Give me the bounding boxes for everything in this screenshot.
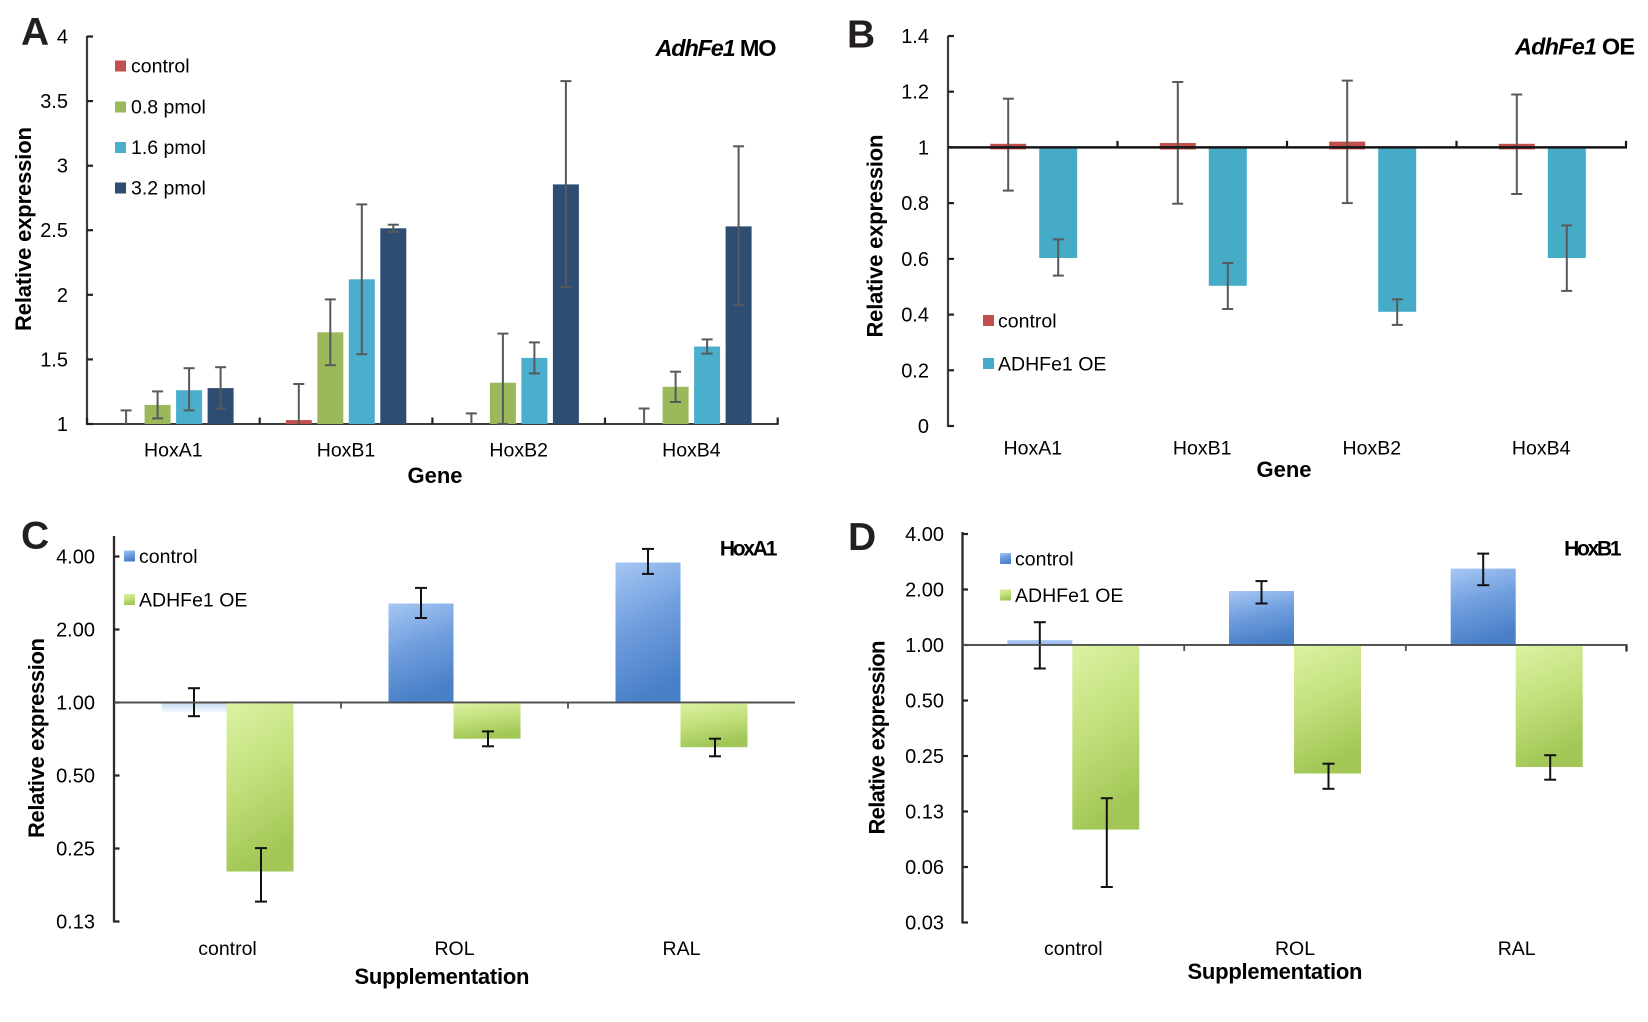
svg-text:ADHFe1 OE: ADHFe1 OE <box>998 354 1106 376</box>
svg-text:control: control <box>998 311 1057 333</box>
svg-text:3.5: 3.5 <box>40 91 68 113</box>
svg-text:HoxB1: HoxB1 <box>1173 438 1232 460</box>
svg-text:0.8 pmol: 0.8 pmol <box>131 97 206 119</box>
svg-text:0.25: 0.25 <box>905 746 944 768</box>
svg-text:control: control <box>131 56 190 78</box>
svg-text:0.25: 0.25 <box>56 839 95 861</box>
svg-text:ROL: ROL <box>434 938 474 960</box>
svg-text:Supplementation: Supplementation <box>1188 959 1363 984</box>
svg-text:control: control <box>1044 938 1103 960</box>
svg-text:HoxB4: HoxB4 <box>1512 438 1571 460</box>
svg-text:3.2 pmol: 3.2 pmol <box>131 178 206 200</box>
svg-text:1: 1 <box>918 137 929 159</box>
svg-text:3: 3 <box>57 156 68 178</box>
svg-text:0.13: 0.13 <box>905 802 944 824</box>
svg-text:A: A <box>21 11 49 54</box>
svg-text:1: 1 <box>57 414 68 436</box>
svg-text:Gene: Gene <box>1256 457 1311 482</box>
svg-text:0.6: 0.6 <box>901 249 929 271</box>
svg-text:HoxB2: HoxB2 <box>489 440 548 462</box>
svg-text:control: control <box>139 546 198 568</box>
svg-text:0.2: 0.2 <box>901 360 929 382</box>
svg-text:ADHFe1 OE: ADHFe1 OE <box>1015 585 1123 607</box>
svg-text:1.4: 1.4 <box>901 26 929 48</box>
svg-text:0.4: 0.4 <box>901 305 929 327</box>
svg-text:1.00: 1.00 <box>905 635 944 657</box>
svg-text:0.13: 0.13 <box>56 912 95 934</box>
svg-text:control: control <box>1015 549 1074 571</box>
svg-text:0.06: 0.06 <box>905 857 944 879</box>
svg-text:4: 4 <box>57 27 68 49</box>
svg-text:RAL: RAL <box>663 938 701 960</box>
svg-text:Relative expression: Relative expression <box>11 127 36 331</box>
svg-text:RAL: RAL <box>1498 938 1536 960</box>
svg-text:Relative expression: Relative expression <box>24 638 49 838</box>
svg-text:2.5: 2.5 <box>40 220 68 242</box>
svg-text:2: 2 <box>57 285 68 307</box>
svg-text:ROL: ROL <box>1275 938 1315 960</box>
svg-text:B: B <box>847 14 875 57</box>
svg-text:AdhFe1 MO: AdhFe1 MO <box>655 35 777 61</box>
svg-text:ADHFe1 OE: ADHFe1 OE <box>139 590 247 612</box>
svg-text:HoxA1: HoxA1 <box>720 538 778 561</box>
svg-text:HoxB2: HoxB2 <box>1343 438 1402 460</box>
svg-text:Relative expression: Relative expression <box>865 641 890 835</box>
svg-text:C: C <box>21 515 49 558</box>
svg-text:control: control <box>198 938 257 960</box>
svg-text:Supplementation: Supplementation <box>355 964 530 989</box>
svg-text:HoxB4: HoxB4 <box>662 440 721 462</box>
svg-text:1.6 pmol: 1.6 pmol <box>131 137 206 159</box>
svg-text:4.00: 4.00 <box>56 547 95 569</box>
svg-text:2.00: 2.00 <box>56 620 95 642</box>
svg-text:1.5: 1.5 <box>40 349 68 371</box>
svg-text:HoxA1: HoxA1 <box>144 440 203 462</box>
svg-text:0.50: 0.50 <box>56 766 95 788</box>
svg-text:1.00: 1.00 <box>56 693 95 715</box>
svg-text:2.00: 2.00 <box>905 580 944 602</box>
svg-text:HoxB1: HoxB1 <box>1564 538 1622 561</box>
svg-text:HoxA1: HoxA1 <box>1004 438 1063 460</box>
svg-text:Relative expression: Relative expression <box>863 135 888 338</box>
svg-text:0.03: 0.03 <box>905 913 944 935</box>
svg-text:0: 0 <box>918 416 929 438</box>
svg-text:1.2: 1.2 <box>901 82 929 104</box>
svg-text:HoxB1: HoxB1 <box>317 440 376 462</box>
svg-text:Gene: Gene <box>407 463 462 488</box>
svg-text:0.8: 0.8 <box>901 193 929 215</box>
svg-text:0.50: 0.50 <box>905 691 944 713</box>
svg-text:AdhFe1 OE: AdhFe1 OE <box>1514 34 1635 60</box>
svg-text:4.00: 4.00 <box>905 524 944 546</box>
svg-text:D: D <box>848 516 876 559</box>
